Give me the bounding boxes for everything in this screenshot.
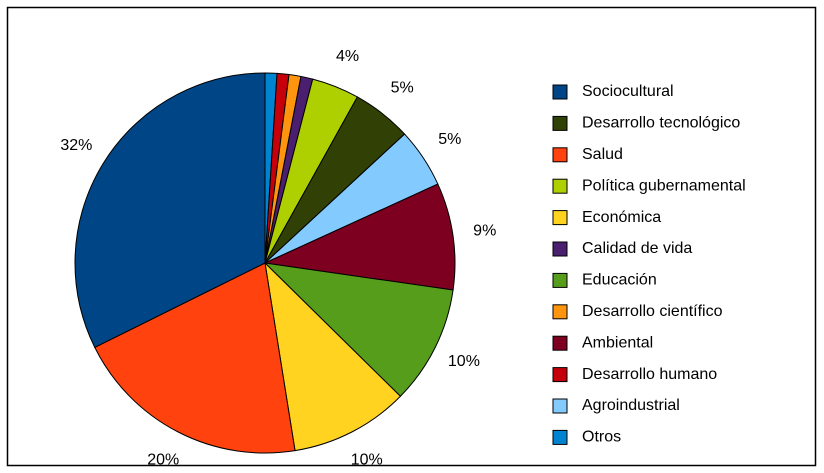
legend-swatch bbox=[552, 178, 568, 194]
pie-slice bbox=[74, 72, 266, 349]
legend-label: Ambiental bbox=[582, 334, 653, 351]
legend-label: Desarrollo científico bbox=[582, 303, 723, 320]
legend-label: Agroindustrial bbox=[582, 397, 680, 414]
data-label: 32% bbox=[60, 137, 92, 154]
legend-label: Desarrollo humano bbox=[582, 366, 717, 383]
legend-swatch bbox=[552, 272, 568, 288]
legend-swatch bbox=[552, 210, 568, 226]
data-label: 10% bbox=[448, 353, 480, 370]
pie-slice bbox=[263, 262, 454, 397]
pie-slice bbox=[94, 262, 296, 454]
legend-label: Calidad de vida bbox=[582, 240, 692, 257]
legend-swatch bbox=[552, 147, 568, 163]
legend-label: Sociocultural bbox=[582, 83, 674, 100]
legend-label: Educación bbox=[582, 272, 657, 289]
pie-slice bbox=[263, 183, 456, 291]
legend-label: Otros bbox=[582, 429, 621, 446]
legend-swatch bbox=[552, 115, 568, 131]
data-label: 9% bbox=[473, 223, 496, 240]
legend-swatch bbox=[552, 241, 568, 257]
data-label: 4% bbox=[336, 48, 359, 65]
legend-swatch bbox=[552, 398, 568, 414]
data-label: 5% bbox=[438, 131, 461, 148]
data-label: 10% bbox=[351, 452, 383, 469]
legend-swatch bbox=[552, 429, 568, 445]
legend-label: Desarrollo tecnológico bbox=[582, 115, 740, 132]
data-label: 5% bbox=[391, 80, 414, 97]
pie-slice bbox=[264, 261, 402, 452]
data-label: 20% bbox=[147, 452, 179, 469]
legend-swatch bbox=[552, 84, 568, 100]
legend-label: Económica bbox=[582, 209, 661, 226]
legend-swatch bbox=[552, 304, 568, 320]
legend-swatch bbox=[552, 367, 568, 383]
legend-label: Política gubernamental bbox=[582, 177, 746, 194]
legend-swatch bbox=[552, 335, 568, 351]
legend-label: Salud bbox=[582, 146, 623, 163]
